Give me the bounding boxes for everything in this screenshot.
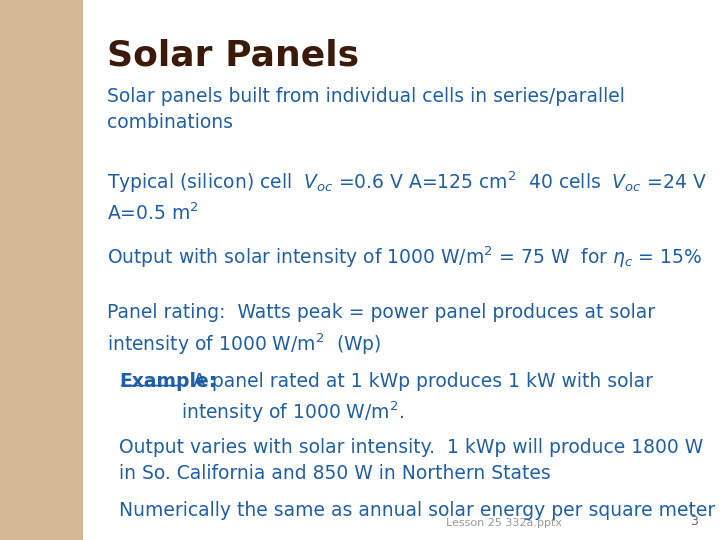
Text: 3: 3 — [690, 515, 698, 528]
Text: Panel rating:  Watts peak = power panel produces at solar
intensity of 1000 W/m$: Panel rating: Watts peak = power panel p… — [107, 303, 654, 357]
Text: Typical (silicon) cell  $V_{oc}$ =0.6 V A=125 cm$^2$  40 cells  $V_{oc}$ =24 V
A: Typical (silicon) cell $V_{oc}$ =0.6 V A… — [107, 170, 706, 225]
Text: Output with solar intensity of 1000 W/m$^2$ = 75 W  for $\eta_c$ = 15%: Output with solar intensity of 1000 W/m$… — [107, 244, 702, 269]
Text: Example:: Example: — [119, 372, 216, 390]
Text: A panel rated at 1 kWp produces 1 kW with solar
intensity of 1000 W/m$^2$.: A panel rated at 1 kWp produces 1 kW wit… — [181, 372, 654, 425]
Text: Solar Panels: Solar Panels — [107, 39, 359, 73]
Text: Lesson 25 332a.pptx: Lesson 25 332a.pptx — [446, 518, 562, 528]
Text: Output varies with solar intensity.  1 kWp will produce 1800 W
in So. California: Output varies with solar intensity. 1 kW… — [119, 438, 703, 483]
Text: Numerically the same as annual solar energy per square meter: Numerically the same as annual solar ene… — [119, 501, 715, 519]
Text: Solar panels built from individual cells in series/parallel
combinations: Solar panels built from individual cells… — [107, 87, 624, 132]
FancyBboxPatch shape — [0, 0, 83, 540]
